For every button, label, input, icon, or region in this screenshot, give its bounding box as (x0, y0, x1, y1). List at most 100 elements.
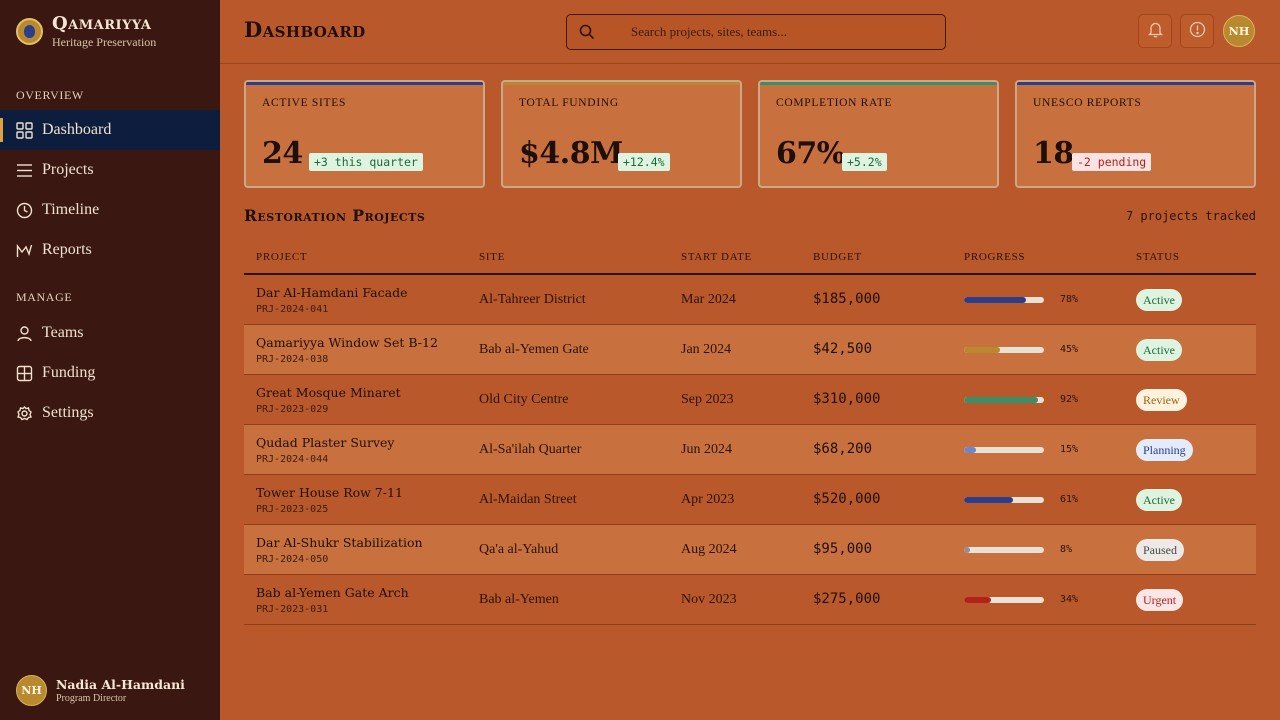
status-badge: Active (1136, 489, 1182, 511)
project-start-date: Sep 2023 (681, 392, 734, 407)
stat-value: 24 (262, 136, 303, 171)
sidebar-item-teams[interactable]: Teams (0, 313, 220, 353)
status-badge: Active (1136, 339, 1182, 361)
project-budget: $68,200 (813, 441, 873, 457)
project-name[interactable]: Qudad Plaster Survey (256, 435, 395, 450)
sidebar-item-funding[interactable]: Funding (0, 353, 220, 393)
page-title: Dashboard (244, 17, 366, 42)
column-header-project[interactable]: PROJECT (256, 251, 308, 263)
stat-delta: +3 this quarter (309, 153, 423, 171)
column-header-budget[interactable]: BUDGET (813, 251, 862, 263)
grid-icon (16, 121, 33, 139)
sidebar-item-timeline[interactable]: Timeline (0, 190, 220, 230)
user-name: Nadia Al-Hamdani (56, 677, 185, 692)
topbar: Dashboard NH (220, 0, 1280, 64)
table-header: PROJECT SITE START DATE BUDGET PROGRESS … (244, 240, 1256, 275)
progress-fill (964, 547, 971, 553)
table-row[interactable]: Great Mosque Minaret PRJ-2023-029 Old City… (244, 375, 1256, 425)
avatar: NH (16, 675, 47, 706)
column-header-site[interactable]: SITE (479, 251, 506, 263)
project-site: Al-Tahreer District (479, 292, 586, 307)
project-id: PRJ-2024-038 (256, 354, 329, 365)
status-badge: Planning (1136, 439, 1193, 461)
card-accent (503, 82, 740, 85)
table-row[interactable]: Tower House Row 7-11 PRJ-2023-025 Al-Maida… (244, 475, 1256, 525)
table-row[interactable]: Qudad Plaster Survey PRJ-2024-044 Al-Sa'il… (244, 425, 1256, 475)
project-name[interactable]: Bab al-Yemen Gate Arch (256, 585, 409, 600)
project-start-date: Nov 2023 (681, 592, 737, 607)
project-site: Bab al-Yemen (479, 592, 559, 607)
brand[interactable]: Qamariyya Heritage Preservation (16, 14, 156, 50)
bell-icon (1147, 21, 1164, 42)
project-name[interactable]: Dar Al-Shukr Stabilization (256, 535, 423, 550)
stat-delta: +12.4% (618, 153, 670, 171)
status-badge: Paused (1136, 539, 1184, 561)
logo-icon (16, 18, 43, 46)
progress-bar (964, 297, 1044, 303)
progress-bar (964, 347, 1044, 353)
progress-fill (964, 447, 976, 453)
column-header-progress[interactable]: PROGRESS (964, 251, 1026, 263)
search-input[interactable] (607, 24, 907, 40)
sidebar-item-label: Funding (42, 364, 96, 381)
table-row[interactable]: Bab al-Yemen Gate Arch PRJ-2023-031 Bab al… (244, 575, 1256, 625)
project-id: PRJ-2024-044 (256, 454, 329, 465)
user-profile[interactable]: NH Nadia Al-Hamdani Program Director (16, 675, 185, 706)
column-header-start-date[interactable]: START DATE (681, 251, 752, 263)
progress-bar (964, 547, 1044, 553)
project-start-date: Jan 2024 (681, 342, 732, 357)
project-start-date: Aug 2024 (681, 542, 737, 557)
project-start-date: Mar 2024 (681, 292, 736, 307)
app-subtitle: Heritage Preservation (52, 34, 157, 49)
stat-value: 18 (1033, 136, 1074, 171)
sidebar-item-projects[interactable]: Projects (0, 150, 220, 190)
sidebar-item-label: Projects (42, 161, 94, 178)
project-name[interactable]: Great Mosque Minaret (256, 385, 401, 400)
section-title: Restoration Projects (244, 206, 426, 225)
sidebar-item-settings[interactable]: Settings (0, 393, 220, 433)
project-id: PRJ-2024-050 (256, 554, 329, 565)
stat-card-total-funding: TOTAL FUNDING $4.8M +12.4% (501, 80, 742, 188)
notifications-button[interactable] (1138, 14, 1172, 48)
project-name[interactable]: Qamariyya Window Set B-12 (256, 335, 438, 350)
status-badge: Review (1136, 389, 1187, 411)
progress-fill (964, 597, 992, 603)
progress-fill (964, 397, 1038, 403)
gear-icon (16, 405, 33, 422)
progress-percent: 45% (1060, 344, 1079, 355)
user-role: Program Director (56, 693, 127, 704)
project-site: Bab al-Yemen Gate (479, 342, 589, 357)
progress-fill (964, 297, 1027, 303)
project-start-date: Apr 2023 (681, 492, 735, 507)
alerts-button[interactable] (1180, 14, 1214, 48)
overview-section-title: OVERVIEW (16, 88, 84, 102)
project-budget: $95,000 (813, 541, 873, 557)
progress-percent: 15% (1060, 444, 1079, 455)
sidebar-item-reports[interactable]: Reports (0, 230, 220, 270)
projects-table: PROJECT SITE START DATE BUDGET PROGRESS … (244, 240, 1256, 625)
project-budget: $275,000 (813, 591, 881, 607)
table-row[interactable]: Qamariyya Window Set B-12 PRJ-2024-038 Bab… (244, 325, 1256, 375)
stat-card-completion-rate: COMPLETION RATE 67% +5.2% (758, 80, 999, 188)
project-id: PRJ-2023-031 (256, 604, 329, 615)
status-badge: Urgent (1136, 589, 1184, 611)
alert-circle-icon (1189, 21, 1206, 42)
column-header-status[interactable]: STATUS (1136, 251, 1180, 263)
stat-delta: -2 pending (1072, 153, 1152, 171)
progress-percent: 61% (1060, 494, 1079, 505)
search-bar[interactable] (566, 14, 946, 50)
project-id: PRJ-2024-041 (256, 304, 329, 315)
progress-fill (964, 347, 1000, 353)
sidebar-item-dashboard[interactable]: Dashboard (0, 110, 220, 150)
stat-label: UNESCO REPORTS (1033, 97, 1142, 109)
project-name[interactable]: Tower House Row 7-11 (256, 485, 403, 500)
project-budget: $42,500 (813, 341, 873, 357)
sidebar-item-label: Reports (42, 241, 92, 258)
table-row[interactable]: Dar Al-Shukr Stabilization PRJ-2024-050 Qa… (244, 525, 1256, 575)
project-name[interactable]: Dar Al-Hamdani Facade (256, 285, 408, 300)
chart-icon (16, 242, 33, 259)
stat-value: 67% (776, 136, 845, 171)
funding-icon (16, 365, 33, 382)
avatar[interactable]: NH (1223, 15, 1255, 47)
table-row[interactable]: Dar Al-Hamdani Facade PRJ-2024-041 Al-Tahr… (244, 275, 1256, 325)
